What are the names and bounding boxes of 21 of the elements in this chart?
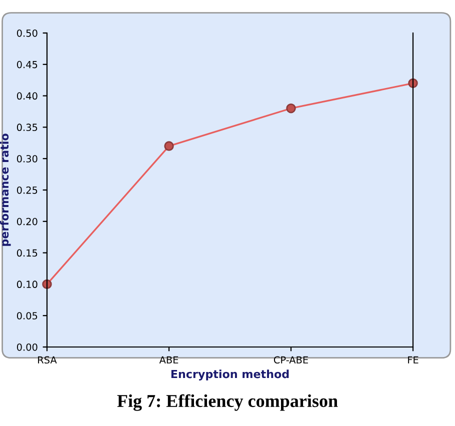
y-tick-label: 0.05 bbox=[16, 312, 38, 320]
y-tick-label: 0.25 bbox=[16, 186, 38, 194]
point bbox=[286, 104, 296, 114]
y-tick-label: 0.50 bbox=[16, 29, 38, 37]
point bbox=[164, 141, 174, 151]
y-tick-label: 0.10 bbox=[16, 280, 38, 288]
point bbox=[42, 279, 52, 290]
y-axis-title: performance ratio bbox=[0, 134, 11, 246]
x-tick-label: RSA bbox=[38, 356, 57, 364]
x-axis-title: Encryption method bbox=[171, 370, 289, 380]
y-tick-label: 0.35 bbox=[16, 124, 38, 132]
y-tick-label: 0.45 bbox=[16, 60, 38, 68]
y-tick-label: 0.20 bbox=[16, 218, 38, 226]
y-tick-label: 0.00 bbox=[16, 343, 38, 351]
y-tick-label: 0.30 bbox=[16, 155, 38, 162]
x-tick-label: ABE bbox=[159, 356, 178, 364]
y-tick-label: 0.15 bbox=[16, 249, 38, 257]
caption: Fig 7: Efficiency comparison bbox=[117, 394, 338, 411]
x-tick-label: FE bbox=[408, 356, 418, 364]
x-tick-label: CP-ABE bbox=[274, 356, 308, 364]
y-tick-label: 0.40 bbox=[16, 92, 38, 100]
